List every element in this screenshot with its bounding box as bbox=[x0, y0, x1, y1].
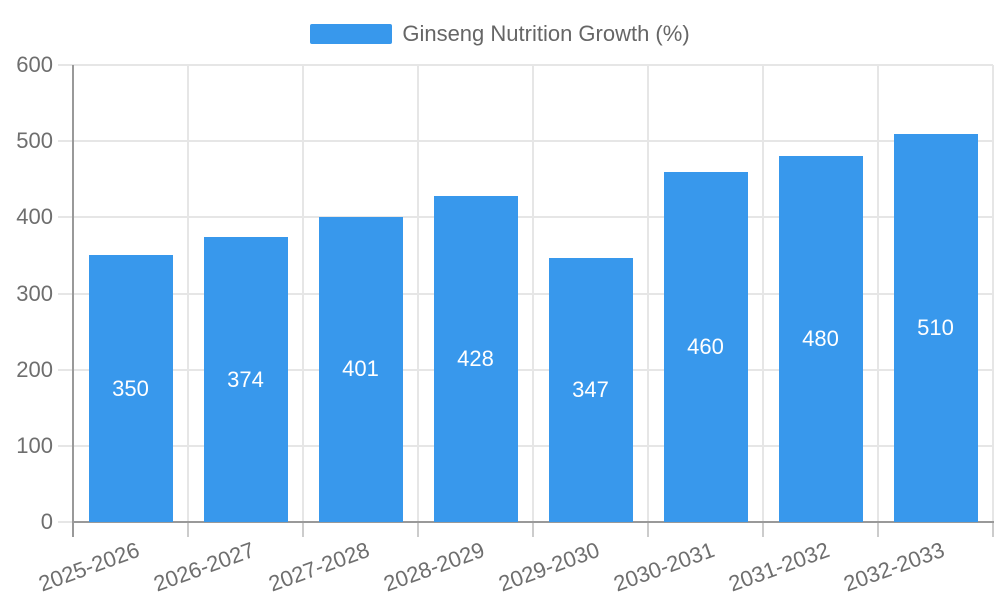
x-axis-tick-label: 2025-2026 bbox=[35, 537, 144, 597]
x-axis-tick-label: 2032-2033 bbox=[840, 537, 949, 597]
x-axis-line bbox=[72, 521, 994, 523]
x-axis-tick-label: 2030-2031 bbox=[610, 537, 719, 597]
gridline-horizontal bbox=[58, 292, 993, 295]
y-axis-tick-label: 500 bbox=[16, 128, 53, 154]
gridline-vertical bbox=[992, 65, 994, 522]
bar-value-label: 374 bbox=[227, 366, 264, 392]
legend-color-swatch bbox=[310, 24, 393, 44]
bar[interactable]: 460 bbox=[663, 171, 748, 522]
x-axis-tick-label: 2029-2030 bbox=[495, 537, 604, 597]
bar[interactable]: 401 bbox=[318, 216, 403, 522]
x-axis-tick-label: 2031-2032 bbox=[725, 537, 834, 597]
gridline-vertical bbox=[762, 65, 764, 522]
bar[interactable]: 350 bbox=[88, 255, 173, 522]
gridline-horizontal bbox=[58, 368, 993, 371]
legend-label: Ginseng Nutrition Growth (%) bbox=[402, 21, 690, 46]
gridline-horizontal bbox=[58, 216, 993, 219]
bar-value-label: 401 bbox=[342, 356, 379, 382]
bar[interactable]: 374 bbox=[203, 237, 288, 522]
x-axis-tick-label: 2028-2029 bbox=[380, 537, 489, 597]
x-axis-tick bbox=[762, 522, 764, 537]
gridline-horizontal bbox=[58, 140, 993, 143]
gridline-vertical bbox=[302, 65, 304, 522]
gridline-horizontal bbox=[58, 444, 993, 447]
y-axis-tick-label: 300 bbox=[16, 280, 53, 306]
x-axis-tick bbox=[992, 522, 994, 537]
y-axis-tick-label: 200 bbox=[16, 356, 53, 382]
gridline-horizontal bbox=[58, 64, 993, 66]
y-axis-tick-label: 400 bbox=[16, 204, 53, 230]
x-axis-tick bbox=[187, 522, 189, 537]
x-axis-tick bbox=[417, 522, 419, 537]
bar-value-label: 347 bbox=[572, 376, 609, 402]
x-axis-tick-label: 2026-2027 bbox=[150, 537, 259, 597]
bar[interactable]: 510 bbox=[893, 133, 978, 522]
x-axis-tick-label: 2027-2028 bbox=[265, 537, 374, 597]
y-axis-line bbox=[72, 65, 74, 537]
y-axis-tick-label: 0 bbox=[40, 509, 53, 534]
legend[interactable]: Ginseng Nutrition Growth (%) bbox=[0, 22, 1000, 46]
gridline-vertical bbox=[532, 65, 534, 522]
y-axis-tick-label: 600 bbox=[16, 52, 53, 77]
bar[interactable]: 347 bbox=[548, 257, 633, 522]
x-axis-tick bbox=[532, 522, 534, 537]
bar-value-label: 510 bbox=[917, 314, 954, 340]
gridline-vertical bbox=[877, 65, 879, 522]
bar[interactable]: 480 bbox=[778, 156, 863, 522]
bar[interactable]: 428 bbox=[433, 196, 518, 522]
x-axis-tick bbox=[302, 522, 304, 537]
y-axis-tick-label: 100 bbox=[16, 432, 53, 458]
bar-value-label: 350 bbox=[112, 375, 149, 401]
x-axis-tick bbox=[647, 522, 649, 537]
bar-value-label: 428 bbox=[457, 345, 494, 371]
x-axis-tick bbox=[877, 522, 879, 537]
gridline-vertical bbox=[647, 65, 649, 522]
bar-value-label: 460 bbox=[687, 333, 724, 359]
bar-value-label: 480 bbox=[802, 326, 839, 352]
gridline-vertical bbox=[417, 65, 419, 522]
gridline-vertical bbox=[187, 65, 189, 522]
